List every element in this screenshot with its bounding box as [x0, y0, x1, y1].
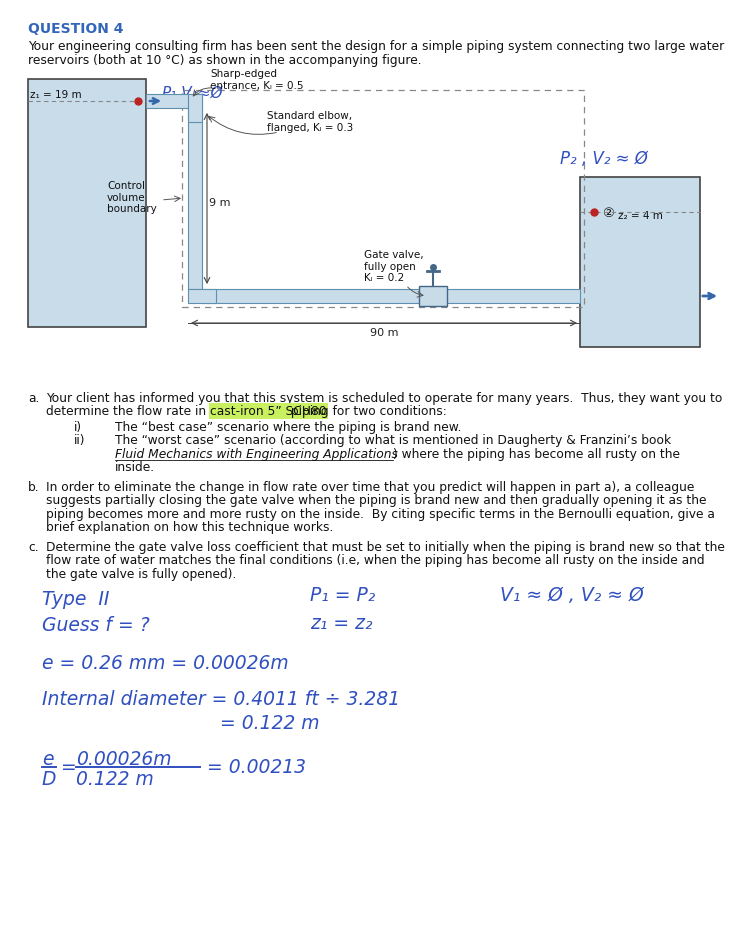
Text: Determine the gate valve loss coefficient that must be set to initially when the: Determine the gate valve loss coefficien…	[46, 540, 725, 553]
Text: P₂ , V₂ ≈ Ø: P₂ , V₂ ≈ Ø	[560, 150, 648, 168]
Text: Your client has informed you that this system is scheduled to operate for many y: Your client has informed you that this s…	[46, 392, 722, 405]
Text: ①: ①	[148, 93, 160, 107]
Text: Type  II: Type II	[42, 589, 110, 608]
Text: Standard elbow,
flanged, Kₗ = 0.3: Standard elbow, flanged, Kₗ = 0.3	[267, 110, 353, 132]
Text: e = 0.26 mm = 0.00026m: e = 0.26 mm = 0.00026m	[42, 653, 289, 672]
Bar	[419, 287, 447, 307]
Text: ②: ②	[602, 207, 614, 220]
Text: cast-iron 5” SCH80: cast-iron 5” SCH80	[210, 405, 326, 418]
Text: V₁ ≈ Ø , V₂ ≈ Ø: V₁ ≈ Ø , V₂ ≈ Ø	[500, 585, 644, 604]
Text: Gate valve,
fully open
Kₗ = 0.2: Gate valve, fully open Kₗ = 0.2	[364, 250, 423, 283]
Text: inside.: inside.	[115, 461, 155, 474]
Bar	[188, 290, 216, 304]
Text: = 0.00213: = 0.00213	[207, 757, 306, 776]
Text: Internal diameter = 0.4011 ft ÷ 3.281: Internal diameter = 0.4011 ft ÷ 3.281	[42, 689, 400, 708]
Text: piping becomes more and more rusty on the inside.  By citing specific terms in t: piping becomes more and more rusty on th…	[46, 508, 715, 520]
Text: z₂ = 4 m: z₂ = 4 m	[618, 211, 663, 221]
Text: 0.00026m: 0.00026m	[76, 750, 172, 768]
Text: a.: a.	[28, 392, 39, 405]
Text: = 0.122 m: = 0.122 m	[220, 714, 320, 733]
Text: The “worst case” scenario (according to what is mentioned in Daugherty & Franzin: The “worst case” scenario (according to …	[115, 434, 671, 447]
Bar	[188, 95, 202, 123]
Text: the gate valve is fully opened).: the gate valve is fully opened).	[46, 567, 236, 581]
Text: Control
volume
boundary: Control volume boundary	[107, 181, 157, 214]
Text: P₁,V₁≈Ø: P₁,V₁≈Ø	[162, 86, 223, 101]
Text: i): i)	[74, 421, 82, 433]
Text: piping for two conditions:: piping for two conditions:	[287, 405, 447, 418]
Text: 90 m: 90 m	[370, 328, 398, 338]
Text: QUESTION 4: QUESTION 4	[28, 22, 124, 36]
Text: The “best case” scenario where the piping is brand new.: The “best case” scenario where the pipin…	[115, 421, 462, 433]
Bar	[182, 91, 584, 308]
Text: z₁ = z₂: z₁ = z₂	[310, 614, 372, 632]
Text: determine the flow rate in the: determine the flow rate in the	[46, 405, 234, 418]
Text: e: e	[42, 750, 53, 768]
Text: b.: b.	[28, 480, 40, 494]
Bar	[188, 109, 202, 290]
Text: Your engineering consulting firm has been sent the design for a simple piping sy: Your engineering consulting firm has bee…	[28, 40, 724, 53]
Text: c.: c.	[28, 540, 38, 553]
Text: 0.122 m: 0.122 m	[76, 769, 154, 788]
Text: P₁ = P₂: P₁ = P₂	[310, 585, 375, 604]
Bar	[28, 80, 146, 328]
Bar	[580, 177, 700, 347]
Bar	[202, 290, 580, 304]
Text: D: D	[42, 769, 56, 788]
Text: Sharp-edged
entrance, Kₗ = 0.5: Sharp-edged entrance, Kₗ = 0.5	[210, 69, 303, 91]
Text: z₁ = 19 m: z₁ = 19 m	[30, 90, 81, 100]
Text: In order to eliminate the change in flow rate over time that you predict will ha: In order to eliminate the change in flow…	[46, 480, 694, 494]
Bar	[581, 212, 699, 346]
Text: reservoirs (both at 10 °C) as shown in the accompanying figure.: reservoirs (both at 10 °C) as shown in t…	[28, 54, 422, 67]
Text: suggests partially closing the gate valve when the piping is brand new and then : suggests partially closing the gate valv…	[46, 494, 707, 507]
Text: brief explanation on how this technique works.: brief explanation on how this technique …	[46, 521, 334, 534]
Text: flow rate of water matches the final conditions (i.e, when the piping has become: flow rate of water matches the final con…	[46, 554, 704, 567]
Text: Fluid Mechanics with Engineering Applications: Fluid Mechanics with Engineering Applica…	[115, 447, 398, 461]
Text: =: =	[60, 757, 75, 776]
Text: Guess f = ?: Guess f = ?	[42, 615, 149, 634]
Bar	[146, 95, 202, 109]
Text: 9 m: 9 m	[209, 198, 230, 208]
Bar	[29, 102, 145, 327]
Text: ii): ii)	[74, 434, 86, 447]
Text: ) where the piping has become all rusty on the: ) where the piping has become all rusty …	[393, 447, 680, 461]
